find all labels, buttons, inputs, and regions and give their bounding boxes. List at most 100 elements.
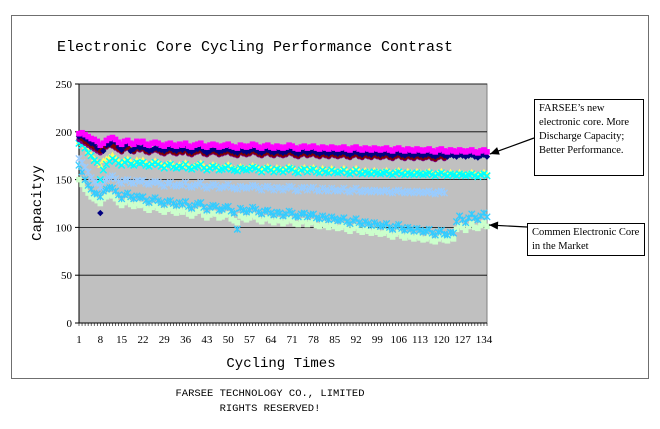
data-point — [142, 145, 150, 153]
x-tick-label: 43 — [201, 334, 213, 346]
data-point — [240, 215, 247, 221]
data-point — [176, 207, 183, 213]
data-point — [449, 229, 458, 237]
data-point — [405, 232, 411, 238]
data-point — [87, 151, 95, 158]
data-point — [237, 213, 244, 219]
data-point — [389, 234, 396, 240]
data-point — [301, 143, 308, 149]
data-point — [207, 142, 213, 148]
data-point — [279, 149, 287, 157]
x-tick-label: 78 — [308, 334, 320, 346]
data-point — [79, 181, 85, 188]
data-point — [112, 195, 119, 202]
x-tick-label: 57 — [244, 334, 256, 346]
data-point — [261, 215, 268, 222]
data-point — [465, 148, 472, 154]
common-arrow — [488, 221, 528, 230]
data-point — [353, 223, 359, 230]
data-point — [377, 147, 384, 153]
data-point — [411, 148, 417, 154]
data-point — [240, 143, 247, 149]
data-point — [96, 193, 104, 201]
data-point — [474, 154, 482, 161]
data-point — [344, 226, 350, 233]
data-point — [420, 148, 426, 154]
data-point — [79, 129, 85, 136]
data-point — [87, 140, 95, 147]
data-point — [359, 147, 365, 153]
data-point — [286, 215, 292, 222]
data-point — [99, 166, 108, 174]
data-point — [447, 147, 454, 153]
data-point — [481, 147, 487, 153]
data-point — [450, 148, 457, 154]
data-point — [118, 141, 125, 148]
data-point — [94, 197, 101, 204]
chart-title: Electronic Core Cycling Performance Cont… — [57, 39, 453, 56]
data-point — [368, 147, 375, 153]
data-point — [304, 221, 311, 228]
data-point — [483, 172, 491, 180]
plot-area — [78, 83, 488, 324]
data-point — [230, 209, 238, 217]
x-tick-label: 120 — [433, 334, 450, 346]
data-point — [289, 217, 295, 224]
data-point — [459, 224, 466, 231]
data-point — [94, 144, 101, 152]
data-point — [347, 228, 353, 235]
data-point — [161, 209, 168, 215]
data-point — [134, 138, 140, 145]
x-tick-label: 106 — [390, 334, 407, 346]
data-point — [395, 229, 402, 235]
data-point — [316, 146, 323, 152]
data-point — [84, 168, 92, 176]
data-point — [81, 175, 89, 184]
data-point — [103, 194, 110, 200]
data-point — [91, 141, 98, 148]
data-point — [475, 150, 481, 156]
data-point — [392, 146, 399, 152]
data-point — [362, 226, 369, 233]
data-point — [106, 141, 113, 148]
data-point — [176, 141, 183, 148]
data-point — [338, 224, 344, 231]
data-point — [344, 146, 350, 152]
data-point — [85, 190, 91, 196]
data-point — [322, 222, 329, 229]
data-point — [270, 149, 278, 157]
data-point — [325, 224, 332, 231]
data-point — [164, 141, 171, 148]
data-point — [444, 237, 451, 244]
data-point — [322, 149, 329, 157]
data-point — [331, 223, 338, 230]
x-tick-label: 127 — [454, 334, 471, 346]
data-point — [143, 205, 149, 212]
data-point — [432, 149, 439, 155]
data-point — [398, 233, 405, 239]
data-point — [362, 145, 369, 151]
x-tick-label: 29 — [159, 334, 171, 346]
data-point — [231, 144, 238, 150]
data-point — [374, 146, 381, 152]
common-core-callout: Commen Electronic Core in the Market — [527, 223, 645, 256]
data-point — [158, 207, 165, 213]
data-point — [408, 147, 414, 153]
footer-company: FARSEE TECHNOLOGY CO., LIMITED — [175, 388, 365, 400]
data-point — [191, 142, 198, 148]
data-point — [478, 222, 484, 229]
x-tick-label: 113 — [412, 334, 429, 346]
data-point — [88, 194, 94, 200]
data-point — [295, 146, 302, 152]
data-point — [121, 199, 128, 206]
data-point — [283, 218, 289, 225]
data-point — [341, 222, 347, 229]
data-point — [258, 149, 265, 157]
data-point — [268, 144, 274, 150]
data-point — [222, 212, 228, 218]
data-point — [179, 209, 186, 215]
data-point — [197, 144, 204, 152]
data-point — [140, 201, 146, 208]
data-point — [395, 145, 402, 151]
data-point — [252, 142, 259, 148]
